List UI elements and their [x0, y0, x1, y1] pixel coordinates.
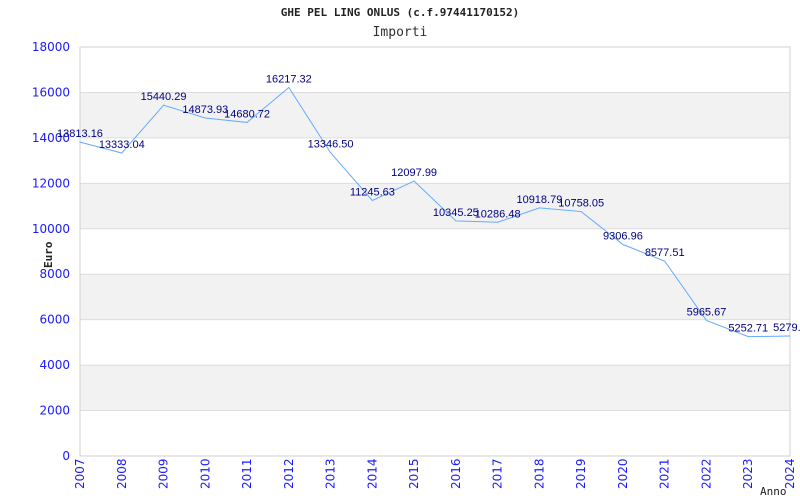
- x-tick-label: 2011: [240, 458, 254, 489]
- chart-title: GHE PEL LING ONLUS (c.f.97441170152): [280, 6, 520, 19]
- data-point: [622, 244, 624, 246]
- data-point: [330, 152, 332, 154]
- x-tick-label: 2014: [365, 458, 379, 489]
- data-label: 10918.79: [516, 194, 562, 206]
- x-tick-label: 2016: [449, 458, 463, 489]
- x-tick-label: 2017: [491, 458, 505, 489]
- data-label: 12097.99: [391, 167, 437, 179]
- data-point: [163, 104, 165, 106]
- y-tick-label: 6000: [39, 313, 70, 327]
- data-point: [288, 87, 290, 89]
- data-point: [413, 180, 415, 182]
- y-tick-label: 2000: [39, 404, 70, 418]
- x-tick-label: 2018: [532, 458, 546, 489]
- y-tick-label: 10000: [32, 222, 70, 236]
- data-label: 14680.72: [224, 108, 270, 120]
- data-label: 5252.71: [728, 323, 768, 335]
- data-label: 16217.32: [266, 74, 312, 86]
- data-point: [497, 221, 499, 223]
- x-tick-label: 2022: [699, 458, 713, 489]
- y-tick-label: 16000: [32, 85, 70, 99]
- data-point: [121, 152, 123, 154]
- data-label: 5965.67: [687, 306, 727, 318]
- x-tick-label: 2008: [115, 458, 129, 489]
- x-tick-label: 2009: [157, 458, 171, 489]
- data-line: [79, 86, 791, 338]
- data-point: [371, 199, 373, 201]
- data-point: [455, 220, 457, 222]
- data-label: 13346.50: [308, 139, 354, 151]
- x-tick-label: 2013: [324, 458, 338, 489]
- data-point: [664, 260, 666, 262]
- y-tick-label: 0: [62, 449, 70, 463]
- y-tick-label: 4000: [39, 358, 70, 372]
- data-label: 5279.5: [773, 322, 800, 334]
- data-label: 10345.25: [433, 207, 479, 219]
- x-tick-label: 2023: [741, 458, 755, 489]
- x-tick-label: 2010: [198, 458, 212, 489]
- data-label: 11245.63: [350, 186, 395, 198]
- data-point: [538, 207, 540, 209]
- data-point: [246, 121, 248, 123]
- data-label: 13813.16: [57, 128, 103, 140]
- chart-subtitle: Importi: [372, 25, 428, 40]
- x-tick-label: 2007: [73, 458, 87, 489]
- data-point: [747, 336, 749, 338]
- plot-border: [79, 46, 791, 457]
- grid-band: [80, 274, 790, 320]
- y-tick-label: 12000: [32, 176, 70, 190]
- y-tick-label: 18000: [32, 40, 70, 54]
- x-axis-label: Anno: [760, 485, 787, 498]
- data-point: [789, 335, 791, 337]
- x-tick-label: 2019: [574, 458, 588, 489]
- x-tick-label: 2015: [407, 458, 421, 489]
- data-label: 15440.29: [141, 91, 187, 103]
- data-label: 13333.04: [99, 139, 145, 151]
- data-point: [580, 211, 582, 213]
- data-label: 9306.96: [603, 231, 643, 243]
- x-tick-label: 2021: [658, 458, 672, 489]
- y-axis-label: Euro: [42, 241, 55, 268]
- grid-band: [80, 92, 790, 138]
- grid-band: [80, 183, 790, 229]
- data-label: 14873.93: [182, 104, 228, 116]
- data-point: [79, 141, 81, 143]
- data-point: [705, 319, 707, 321]
- data-label: 8577.51: [645, 247, 685, 259]
- data-label: 10758.05: [558, 198, 604, 210]
- x-tick-label: 2012: [282, 458, 296, 489]
- data-point: [204, 117, 206, 119]
- x-tick-label: 2024: [783, 458, 797, 489]
- x-tick-label: 2020: [616, 458, 630, 489]
- y-tick-label: 14000: [32, 131, 70, 145]
- data-label: 10286.48: [475, 208, 521, 220]
- y-tick-label: 8000: [39, 267, 70, 281]
- grid-band: [80, 365, 790, 411]
